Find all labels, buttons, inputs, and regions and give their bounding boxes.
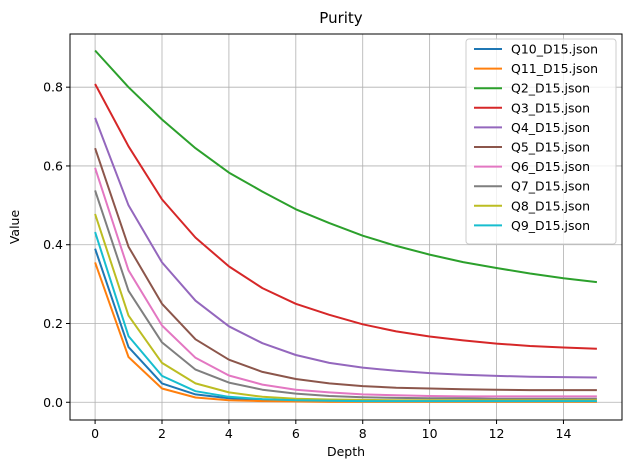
y-tick-label: 0.0	[43, 395, 63, 410]
x-tick-label: 12	[489, 426, 505, 441]
legend-label: Q6_D15.json	[511, 159, 590, 174]
series-line-q9-d15-json	[94, 231, 597, 403]
legend-box	[465, 38, 617, 245]
x-tick-label: 0	[91, 426, 99, 441]
legend-label: Q10_D15.json	[511, 42, 598, 57]
series-line-q2-d15-json	[94, 49, 598, 284]
series-line-q7-d15-json	[94, 190, 597, 400]
y-tick-label: 0.4	[43, 237, 63, 252]
legend-label: Q5_D15.json	[511, 140, 590, 155]
series-line-q4-d15-json	[94, 117, 597, 379]
legend-label: Q2_D15.json	[511, 81, 590, 96]
legend-label: Q8_D15.json	[511, 198, 590, 213]
x-axis-label: Depth	[327, 444, 365, 459]
chart-title: Purity	[319, 9, 363, 27]
series-line-q3-d15-json	[94, 83, 597, 350]
legend-label: Q4_D15.json	[511, 120, 590, 135]
series-line-q5-d15-json	[94, 147, 597, 392]
x-tick-label: 14	[556, 426, 572, 441]
x-tick-label: 10	[422, 426, 438, 441]
series-lines	[94, 49, 598, 403]
plot-area-frame	[69, 33, 623, 421]
legend: Q10_D15.json Q11_D15.json Q2_D15.json Q3_D1…	[465, 38, 617, 245]
y-tick-label: 0.2	[43, 316, 63, 331]
x-tick-label: 2	[158, 426, 166, 441]
legend-label: Q3_D15.json	[511, 100, 590, 115]
x-tick-label: 8	[359, 426, 367, 441]
legend-label: Q11_D15.json	[511, 61, 598, 76]
y-tick-label: 0.6	[43, 158, 63, 173]
legend-label: Q9_D15.json	[511, 218, 590, 233]
series-line-q6-d15-json	[94, 167, 597, 398]
y-axis-label: Value	[7, 210, 22, 245]
y-tick-label: 0.8	[43, 80, 63, 95]
x-tick-label: 4	[225, 426, 233, 441]
y-axis-ticks: 0.0 0.2 0.4 0.6 0.8	[43, 80, 70, 410]
x-axis-ticks: 0 2 4 6 8 10 12 14	[91, 420, 571, 441]
x-tick-label: 6	[292, 426, 300, 441]
legend-label: Q7_D15.json	[511, 179, 590, 194]
